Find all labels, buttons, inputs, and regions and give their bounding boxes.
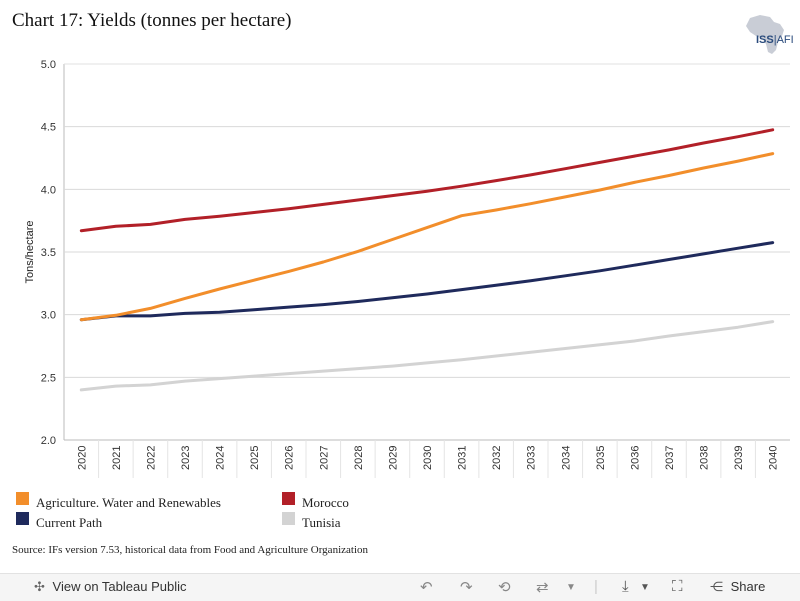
x-tick-label: 2028 — [353, 446, 365, 470]
x-tick-label: 2035 — [595, 446, 607, 470]
line-chart: 2.02.53.03.54.04.55.0 2020 2021 2022 2023 20… — [24, 59, 790, 478]
chart-title: Chart 17: Yields (tonnes per hectare) — [12, 10, 292, 31]
tableau-logo-icon: ✣ — [34, 579, 45, 594]
series-line-current-path[interactable] — [79, 241, 775, 322]
x-tick-label: 2037 — [664, 446, 676, 470]
share-icon: ⋲ — [710, 579, 723, 594]
x-axis: 2020 2021 2022 2023 2024 2025 2026 2027 2028 2029… — [76, 440, 780, 478]
series-line-morocco[interactable] — [79, 128, 775, 233]
x-tick-label: 2025 — [249, 446, 261, 470]
legend-label: Tunisia — [302, 515, 341, 530]
x-tick-label: 2030 — [422, 446, 434, 470]
x-tick-label: 2032 — [491, 446, 503, 470]
legend-label: Morocco — [302, 495, 349, 510]
y-axis-label: Tons/hectare — [24, 221, 36, 284]
y-tick-label: 4.5 — [41, 122, 56, 134]
x-tick-label: 2036 — [629, 446, 641, 470]
view-on-tableau-label: View on Tableau Public — [52, 579, 187, 594]
legend-label: Current Path — [36, 515, 103, 530]
legend-label: Agriculture. Water and Renewables — [36, 495, 221, 510]
legend-swatch — [16, 492, 29, 505]
x-tick-label: 2021 — [111, 446, 123, 470]
series-line-tunisia[interactable] — [79, 320, 775, 392]
x-tick-label: 2022 — [145, 446, 157, 470]
fullscreen-icon[interactable]: ⛶ — [672, 578, 683, 595]
x-tick-label: 2023 — [180, 446, 192, 470]
x-tick-label: 2029 — [387, 446, 399, 470]
source-note: Source: IFs version 7.53, historical dat… — [12, 544, 369, 556]
y-tick-label: 3.5 — [41, 247, 56, 259]
undo-icon[interactable]: ↶ — [420, 579, 433, 596]
revert-icon[interactable]: ⟲ — [498, 579, 511, 596]
x-tick-label: 2031 — [457, 446, 469, 470]
view-on-tableau-button[interactable]: ✣ View on Tableau Public — [34, 579, 186, 595]
x-tick-label: 2038 — [699, 446, 711, 470]
x-tick-label: 2024 — [215, 446, 227, 470]
y-tick-label: 2.0 — [41, 435, 56, 447]
toolbar-divider: | — [594, 578, 598, 595]
x-tick-label: 2026 — [284, 446, 296, 470]
legend-swatch — [282, 492, 295, 505]
x-tick-label: 2039 — [733, 446, 745, 470]
refresh-icon[interactable]: ⇄ — [536, 579, 549, 596]
y-tick-label: 5.0 — [41, 59, 56, 71]
redo-icon[interactable]: ↷ — [460, 579, 473, 596]
gridlines — [63, 63, 790, 441]
x-tick-label: 2020 — [76, 446, 88, 470]
series-lines — [79, 128, 775, 392]
africa-map-icon — [746, 15, 784, 54]
y-axis: 2.0 2.5 3.0 3.5 4.0 4.5 5.0 — [41, 59, 56, 447]
share-label: Share — [730, 579, 766, 594]
chevron-down-icon[interactable]: ▼ — [566, 582, 576, 593]
legend-swatch — [282, 512, 295, 525]
x-tick-label: 2027 — [318, 446, 330, 470]
series-line-agriculture-water-and-renewables[interactable] — [79, 152, 775, 322]
y-tick-label: 2.5 — [41, 372, 56, 384]
download-icon[interactable]: ⤓ — [622, 578, 629, 595]
download-chevron-icon[interactable]: ▼ — [640, 582, 650, 593]
legend-swatch — [16, 512, 29, 525]
x-tick-label: 2034 — [560, 446, 572, 470]
share-button[interactable]: ⋲ Share — [710, 579, 765, 595]
x-tick-label: 2040 — [768, 446, 780, 470]
y-tick-label: 3.0 — [41, 310, 56, 322]
x-tick-label: 2033 — [526, 446, 538, 470]
tableau-toolbar: ✣ View on Tableau Public ↶ ↷ ⟲ ⇄ ▼ | ⤓ ▼… — [0, 573, 800, 601]
y-tick-label: 4.0 — [41, 184, 56, 196]
